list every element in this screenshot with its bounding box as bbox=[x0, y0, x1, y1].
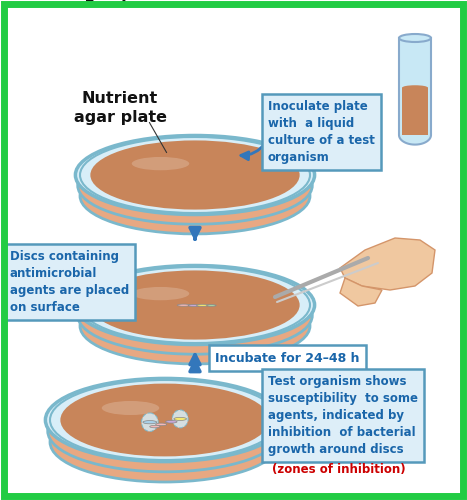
Ellipse shape bbox=[90, 140, 300, 209]
Ellipse shape bbox=[48, 390, 282, 472]
Ellipse shape bbox=[206, 304, 216, 306]
Text: Test organism shows
susceptibility  to some
agents, indicated by
inhibition  of : Test organism shows susceptibility to so… bbox=[268, 375, 418, 456]
Ellipse shape bbox=[50, 380, 280, 460]
Ellipse shape bbox=[50, 402, 280, 482]
Ellipse shape bbox=[197, 304, 209, 306]
Polygon shape bbox=[399, 38, 431, 144]
Ellipse shape bbox=[132, 157, 189, 170]
Ellipse shape bbox=[143, 420, 157, 424]
Polygon shape bbox=[340, 238, 435, 290]
Text: Nutrient
agar plate: Nutrient agar plate bbox=[73, 91, 167, 125]
Ellipse shape bbox=[150, 426, 160, 428]
Ellipse shape bbox=[90, 270, 300, 340]
Text: Discs containing
antimicrobial
agents are placed
on surface: Discs containing antimicrobial agents ar… bbox=[10, 250, 129, 314]
Ellipse shape bbox=[102, 401, 159, 415]
Ellipse shape bbox=[80, 267, 310, 343]
Ellipse shape bbox=[402, 85, 428, 90]
Ellipse shape bbox=[399, 34, 431, 42]
FancyArrowPatch shape bbox=[241, 142, 266, 160]
Polygon shape bbox=[340, 278, 382, 306]
Ellipse shape bbox=[60, 384, 269, 456]
Text: Incubate for 24–48 h: Incubate for 24–48 h bbox=[215, 352, 360, 364]
Ellipse shape bbox=[45, 378, 284, 462]
Ellipse shape bbox=[156, 423, 167, 426]
Ellipse shape bbox=[172, 410, 188, 428]
Ellipse shape bbox=[75, 266, 315, 344]
Text: (zones of inhibition): (zones of inhibition) bbox=[272, 463, 406, 476]
Polygon shape bbox=[402, 88, 428, 135]
Ellipse shape bbox=[132, 287, 189, 300]
Ellipse shape bbox=[166, 420, 177, 423]
Ellipse shape bbox=[174, 418, 186, 420]
Ellipse shape bbox=[78, 276, 312, 354]
Ellipse shape bbox=[80, 288, 310, 364]
Ellipse shape bbox=[177, 304, 190, 306]
Text: Nutrient
agar plate: Nutrient agar plate bbox=[73, 0, 170, 2]
Text: Inoculate plate
with  a liquid
culture of a test
organism: Inoculate plate with a liquid culture of… bbox=[268, 100, 375, 164]
Ellipse shape bbox=[75, 136, 315, 214]
Ellipse shape bbox=[142, 413, 158, 432]
Ellipse shape bbox=[80, 137, 310, 213]
Ellipse shape bbox=[80, 158, 310, 234]
Ellipse shape bbox=[78, 146, 312, 224]
Ellipse shape bbox=[188, 304, 199, 306]
